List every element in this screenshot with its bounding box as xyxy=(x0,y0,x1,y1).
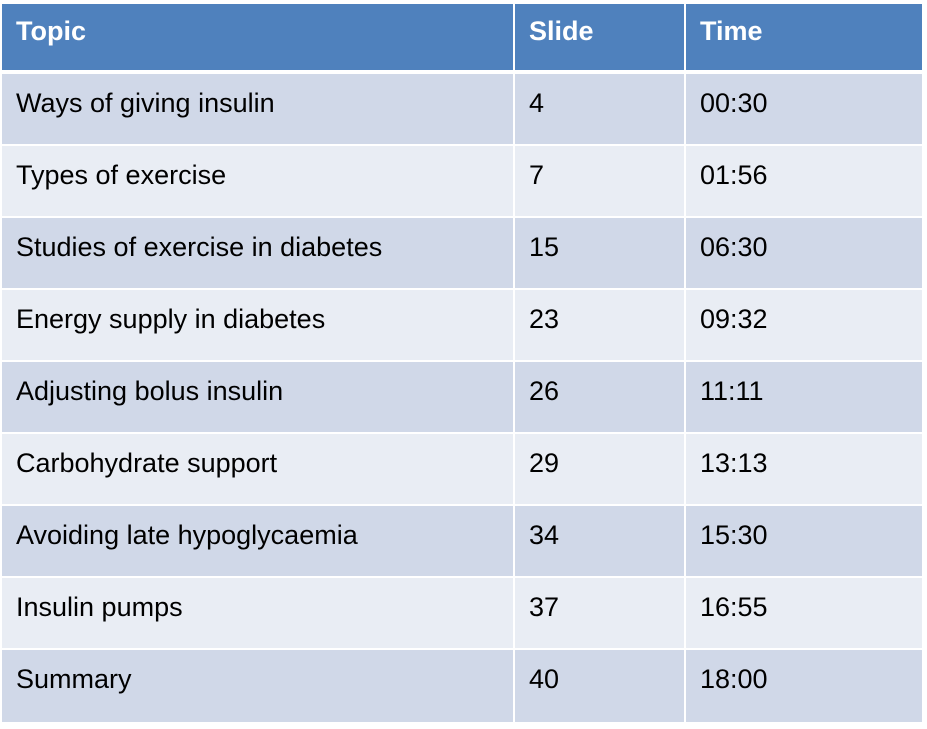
slide-cell: 7 xyxy=(515,146,686,218)
topic-cell: Studies of exercise in diabetes xyxy=(2,218,515,290)
table-row: Summary 40 18:00 xyxy=(2,650,922,722)
table-row: Energy supply in diabetes 23 09:32 xyxy=(2,290,922,362)
slide-cell: 34 xyxy=(515,506,686,578)
table-row: Carbohydrate support 29 13:13 xyxy=(2,434,922,506)
slide-cell: 23 xyxy=(515,290,686,362)
time-cell: 13:13 xyxy=(686,434,922,506)
time-cell: 11:11 xyxy=(686,362,922,434)
topic-cell: Energy supply in diabetes xyxy=(2,290,515,362)
topic-cell: Adjusting bolus insulin xyxy=(2,362,515,434)
table-row: Insulin pumps 37 16:55 xyxy=(2,578,922,650)
table-row: Types of exercise 7 01:56 xyxy=(2,146,922,218)
topic-cell: Insulin pumps xyxy=(2,578,515,650)
slide-cell: 29 xyxy=(515,434,686,506)
table-row: Adjusting bolus insulin 26 11:11 xyxy=(2,362,922,434)
topic-cell: Carbohydrate support xyxy=(2,434,515,506)
slide-cell: 4 xyxy=(515,74,686,146)
topic-cell: Avoiding late hypoglycaemia xyxy=(2,506,515,578)
topic-cell: Summary xyxy=(2,650,515,722)
topic-table: Topic Slide Time Ways of giving insulin … xyxy=(2,4,922,722)
header-topic: Topic xyxy=(2,4,515,74)
table-body: Ways of giving insulin 4 00:30 Types of … xyxy=(2,74,922,722)
time-cell: 00:30 xyxy=(686,74,922,146)
table-row: Ways of giving insulin 4 00:30 xyxy=(2,74,922,146)
time-cell: 16:55 xyxy=(686,578,922,650)
time-cell: 09:32 xyxy=(686,290,922,362)
table-row: Studies of exercise in diabetes 15 06:30 xyxy=(2,218,922,290)
header-slide: Slide xyxy=(515,4,686,74)
table-row: Avoiding late hypoglycaemia 34 15:30 xyxy=(2,506,922,578)
slide-cell: 26 xyxy=(515,362,686,434)
time-cell: 15:30 xyxy=(686,506,922,578)
header-row: Topic Slide Time xyxy=(2,4,922,74)
slide-cell: 40 xyxy=(515,650,686,722)
table-header: Topic Slide Time xyxy=(2,4,922,74)
slide-cell: 37 xyxy=(515,578,686,650)
topic-cell: Ways of giving insulin xyxy=(2,74,515,146)
header-time: Time xyxy=(686,4,922,74)
topic-cell: Types of exercise xyxy=(2,146,515,218)
time-cell: 06:30 xyxy=(686,218,922,290)
time-cell: 18:00 xyxy=(686,650,922,722)
time-cell: 01:56 xyxy=(686,146,922,218)
slide-cell: 15 xyxy=(515,218,686,290)
